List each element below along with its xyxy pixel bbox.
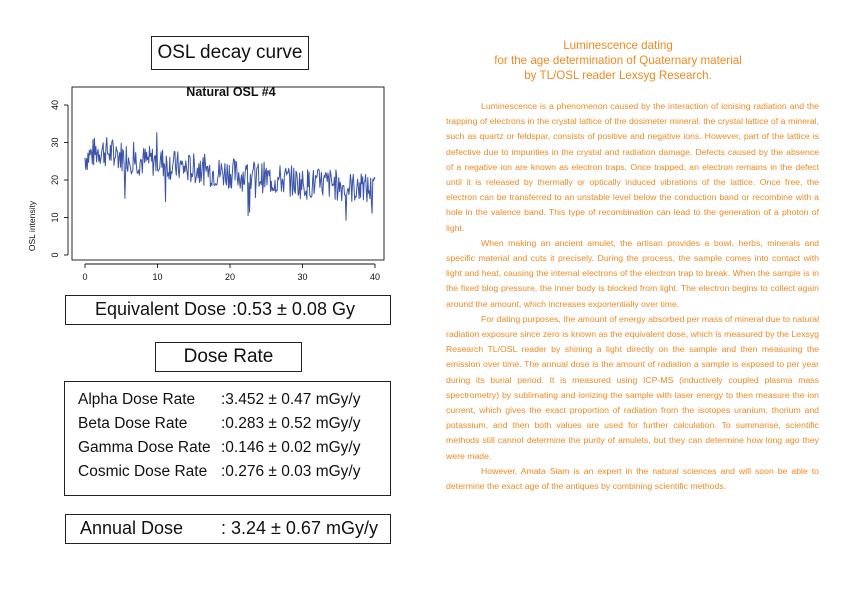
y-tick-label: 40 xyxy=(50,100,60,110)
osl-series-line xyxy=(84,132,376,221)
plot-frame xyxy=(71,86,385,261)
y-tick-label: 30 xyxy=(50,137,60,147)
dose-rate-row-cosmic: Cosmic Dose Rate :0.276 ± 0.03 mGy/y xyxy=(78,463,383,485)
article-title-line: for the age determination of Quaternary … xyxy=(494,54,742,67)
equivalent-dose-label: Equivalent Dose xyxy=(95,299,227,319)
axes-group: 0 10 20 30 40 0 10 20 30 40 xyxy=(50,100,380,282)
dose-rate-title: Dose Rate xyxy=(155,342,302,372)
osl-decay-curve-title-text: OSL decay curve xyxy=(157,42,303,63)
article-title: Luminescence dating for the age determin… xyxy=(458,38,778,83)
osl-decay-chart: Natural OSL #4 OSL intensity 0 10 20 30 40 0 1… xyxy=(27,85,385,282)
dose-rate-value: :0.146 ± 0.02 mGy/y xyxy=(221,439,361,456)
dose-rate-label: Alpha Dose Rate xyxy=(78,391,196,408)
dose-rate-value: :0.276 ± 0.03 mGy/y xyxy=(221,463,361,480)
x-tick-label: 10 xyxy=(152,272,162,282)
dose-rate-row-beta: Beta Dose Rate :0.283 ± 0.52 mGy/y xyxy=(78,415,383,437)
article-paragraph: Luminescence is a phenomenon caused by t… xyxy=(446,101,819,233)
x-tick-label: 40 xyxy=(370,272,380,282)
dose-rate-label: Gamma Dose Rate xyxy=(78,439,211,456)
osl-decay-curve-title: OSL decay curve xyxy=(151,36,309,70)
article-title-line: by TL/OSL reader Lexsyg Research. xyxy=(524,69,712,82)
annual-dose-box: Annual Dose : 3.24 ± 0.67 mGy/y xyxy=(65,514,391,544)
dose-rate-value: :3.452 ± 0.47 mGy/y xyxy=(221,391,361,408)
dose-rate-table: Alpha Dose Rate :3.452 ± 0.47 mGy/y Beta… xyxy=(64,381,391,496)
dose-rate-value: :0.283 ± 0.52 mGy/y xyxy=(221,415,361,432)
article-paragraph: For dating purposes, the amount of energ… xyxy=(446,313,819,461)
dose-rate-row-gamma: Gamma Dose Rate :0.146 ± 0.02 mGy/y xyxy=(78,439,383,461)
equivalent-dose-value: :0.53 ± 0.08 Gy xyxy=(232,299,355,319)
dose-rate-title-text: Dose Rate xyxy=(183,346,274,367)
x-tick-label: 30 xyxy=(297,272,307,282)
y-tick-label: 20 xyxy=(50,175,60,185)
y-tick-label: 10 xyxy=(50,212,60,222)
equivalent-dose-box: Equivalent Dose :0.53 ± 0.08 Gy xyxy=(65,295,391,325)
y-tick-label: 0 xyxy=(50,252,60,257)
series-group xyxy=(84,132,376,221)
x-tick-label: 0 xyxy=(82,272,87,282)
dose-rate-row-alpha: Alpha Dose Rate :3.452 ± 0.47 mGy/y xyxy=(78,391,383,413)
chart-title: Natural OSL #4 xyxy=(186,85,275,99)
annual-dose-value: : 3.24 ± 0.67 mGy/y xyxy=(221,518,378,538)
chart-ylabel: OSL intensity xyxy=(27,200,37,251)
dose-rate-label: Beta Dose Rate xyxy=(78,415,188,432)
annual-dose-label: Annual Dose xyxy=(80,518,184,538)
article-paragraph: However, Amata Siam is an expert in the … xyxy=(446,465,819,492)
article-paragraph: When making an ancient amulet, the artis… xyxy=(446,237,819,309)
article-title-line: Luminescence dating xyxy=(563,39,673,52)
article-body: Luminescence is a phenomenon caused by t… xyxy=(446,99,819,494)
dose-rate-label: Cosmic Dose Rate xyxy=(78,463,208,480)
x-tick-label: 20 xyxy=(225,272,235,282)
